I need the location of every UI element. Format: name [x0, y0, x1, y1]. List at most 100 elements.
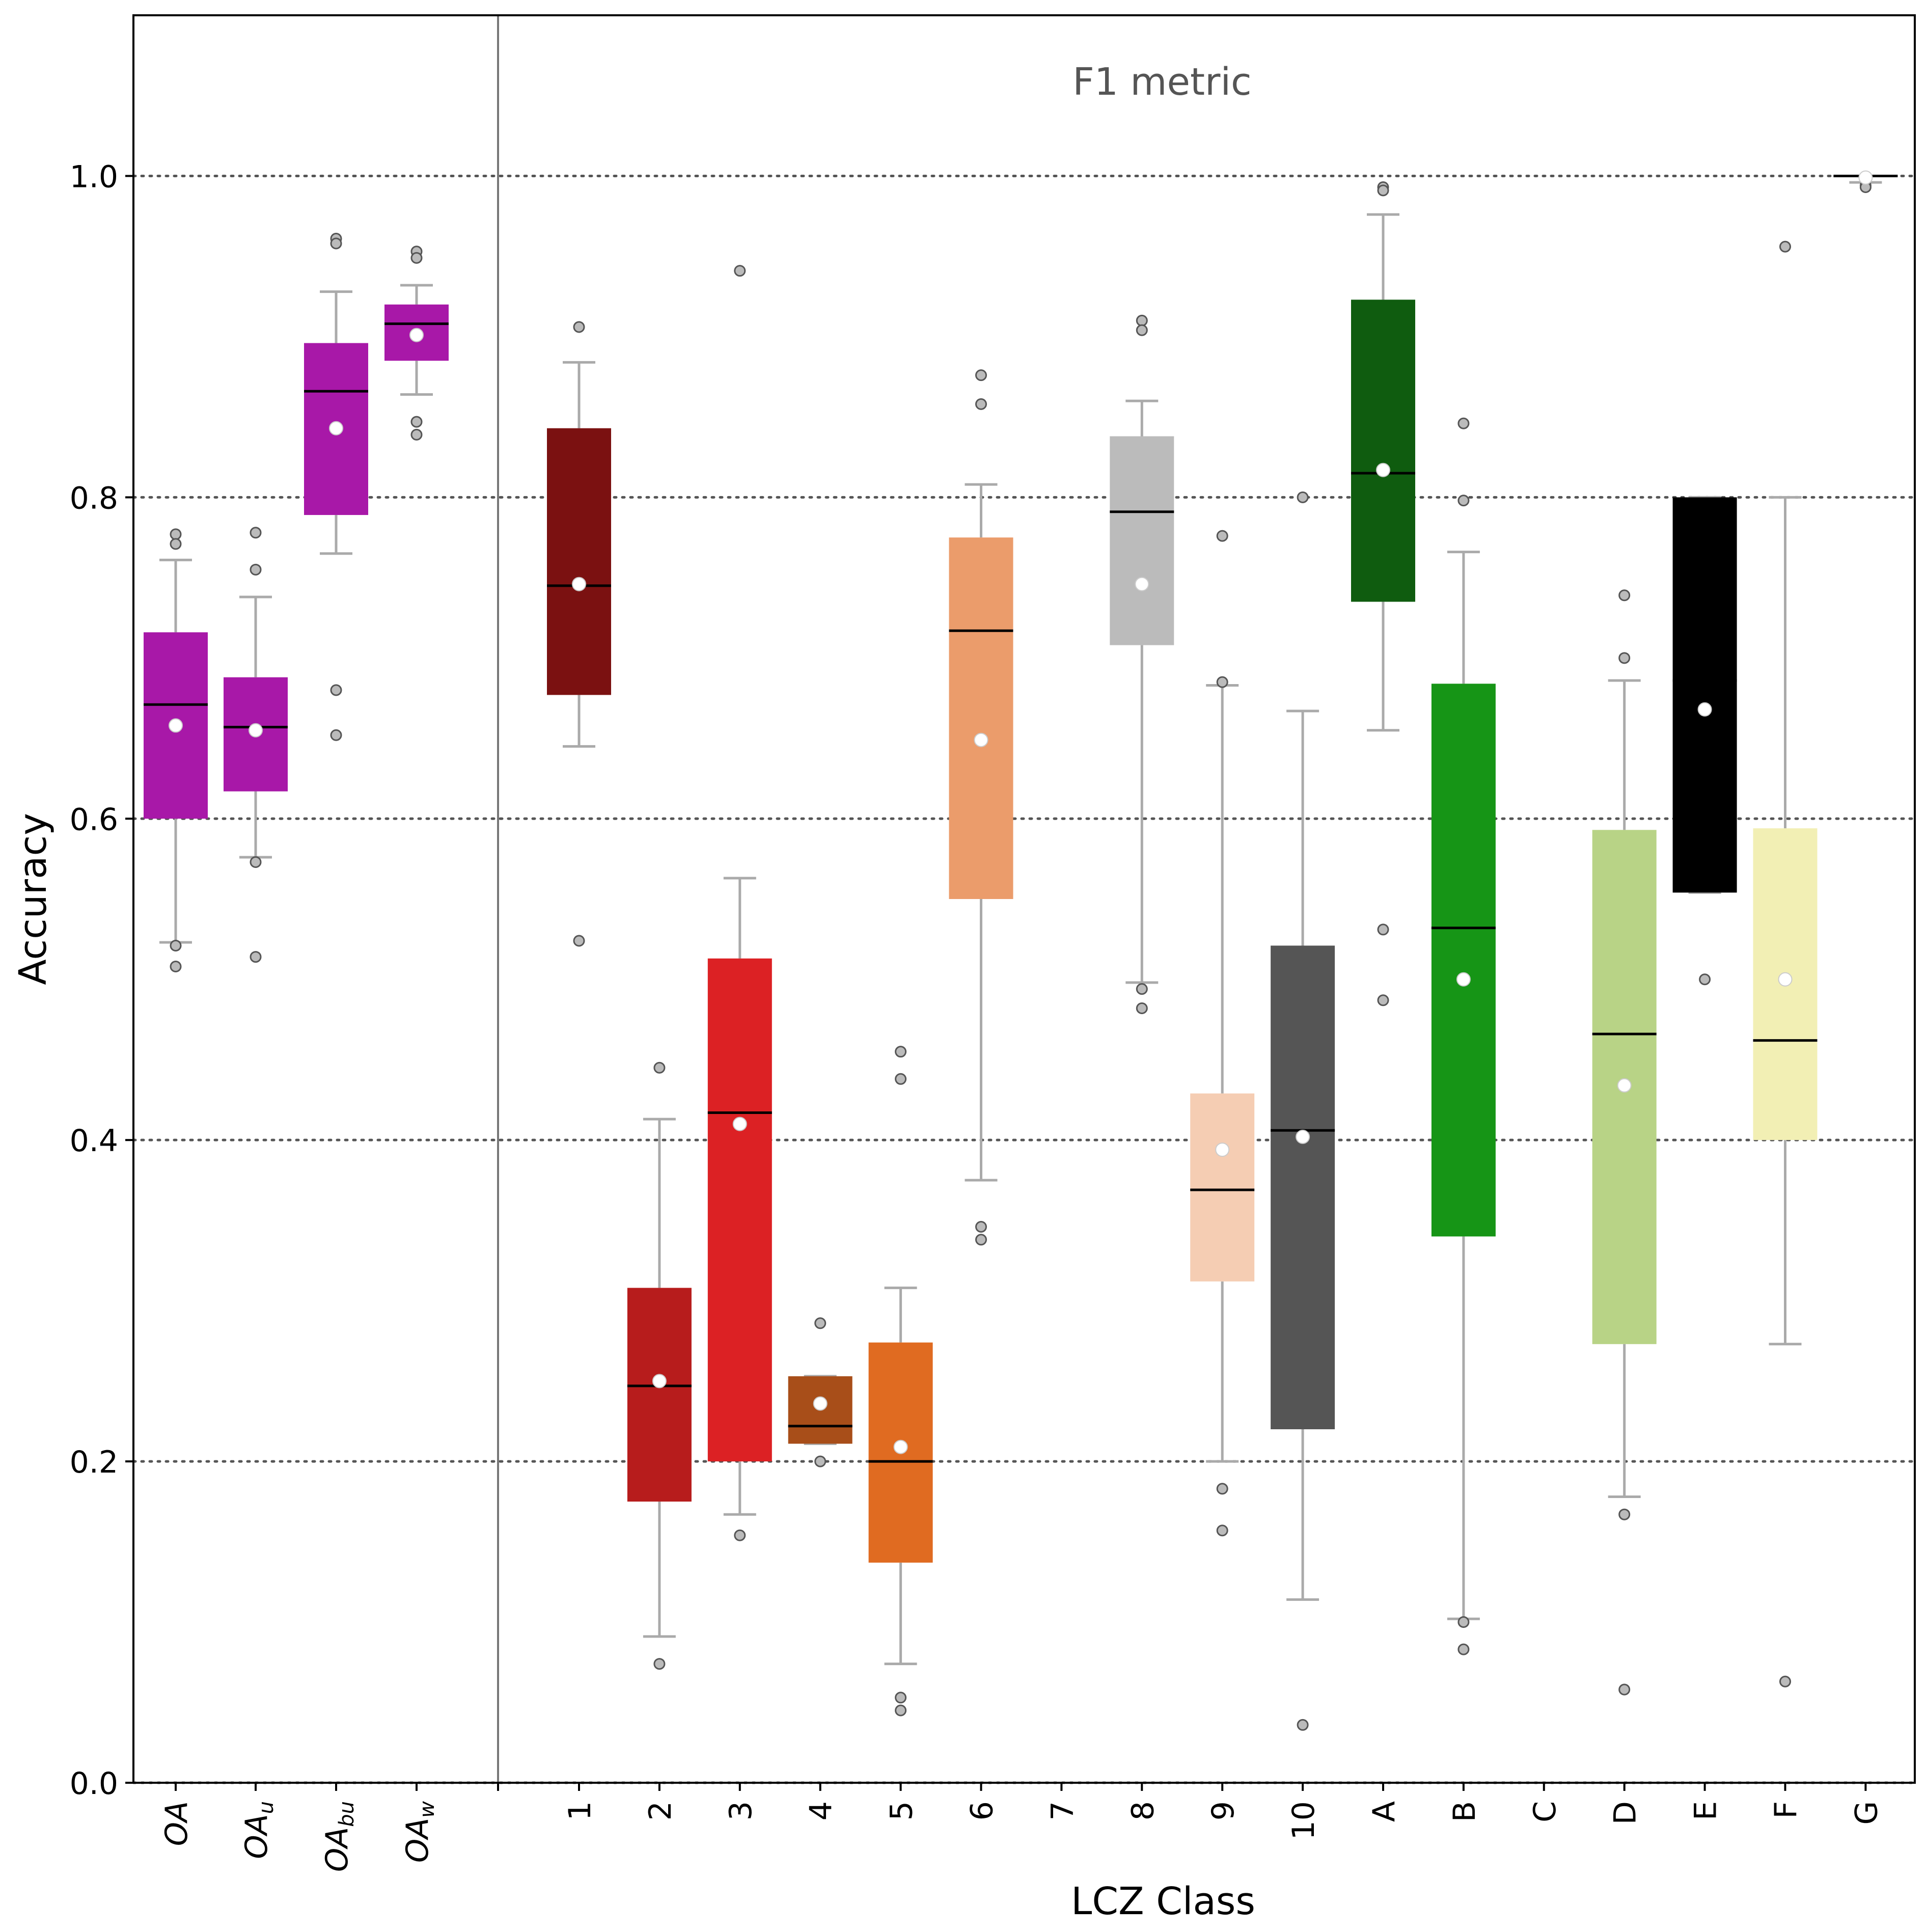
y-tick-label: 0.6: [70, 802, 118, 837]
outlier-point: [250, 951, 262, 963]
outlier-point: [975, 1221, 987, 1233]
outlier-point: [734, 265, 746, 277]
x-tick-label-base: OA: [239, 1814, 274, 1859]
outlier-point: [1216, 1483, 1228, 1495]
box-iqr: [627, 1288, 692, 1502]
outlier-point: [170, 939, 182, 951]
outlier-point: [1618, 1508, 1631, 1520]
y-axis-title: Accuracy: [11, 813, 55, 985]
outlier-point: [975, 369, 987, 382]
outlier-point: [1216, 530, 1228, 542]
y-tick-label: 0.0: [70, 1766, 118, 1802]
mean-marker: [409, 328, 424, 342]
mean-marker: [974, 732, 988, 747]
outlier-point: [814, 1317, 827, 1329]
mean-marker: [813, 1396, 828, 1411]
outlier-point: [734, 1529, 746, 1541]
outlier-point: [1457, 495, 1470, 507]
box-iqr: [1351, 300, 1415, 602]
mean-marker: [1778, 972, 1793, 987]
box-lcz-4: [788, 1317, 852, 1467]
metric-annotation: F1 metric: [1072, 60, 1251, 104]
mean-marker: [169, 718, 183, 733]
box-plots: [144, 170, 1898, 1731]
outlier-point: [1457, 1643, 1470, 1655]
plot-frame: [132, 14, 1916, 1784]
box-iqr: [949, 537, 1013, 899]
outlier-point: [1618, 589, 1631, 602]
outlier-point: [895, 1073, 907, 1085]
box-iqr: [1190, 1093, 1255, 1282]
mean-marker: [1296, 1129, 1310, 1144]
x-tick-label-lcz: 3: [723, 1801, 759, 1820]
outlier-point: [975, 1234, 987, 1246]
mean-marker: [1697, 702, 1712, 717]
x-tick-label-lcz: 7: [1044, 1801, 1080, 1820]
box-overall-0: [144, 528, 208, 972]
box-lcz-A: [1351, 181, 1415, 1006]
outlier-point: [1618, 1683, 1631, 1696]
box-iqr: [1431, 684, 1496, 1237]
outlier-point: [170, 528, 182, 540]
mean-marker: [1858, 170, 1873, 185]
mean-marker: [893, 1439, 908, 1454]
box-lcz-G: [1833, 170, 1898, 194]
box-overall-1: [224, 527, 288, 963]
outlier-point: [410, 252, 423, 264]
x-tick-label-overall: OA: [159, 1801, 195, 1846]
outlier-point: [330, 729, 342, 741]
x-tick-label-lcz: 8: [1125, 1801, 1161, 1820]
box-iqr: [1271, 945, 1335, 1429]
outlier-point: [1457, 1616, 1470, 1628]
box-iqr: [1672, 497, 1737, 893]
outlier-point: [1377, 184, 1389, 197]
x-tick-label-overall: OAu: [239, 1801, 278, 1859]
mean-marker: [1456, 972, 1471, 987]
x-tick-label-subscript: u: [255, 1801, 278, 1814]
outlier-point: [653, 1062, 666, 1074]
y-tick-label: 0.4: [70, 1123, 118, 1159]
outlier-point: [250, 856, 262, 868]
mean-marker: [1135, 577, 1149, 591]
outlier-point: [1618, 652, 1631, 664]
outlier-point: [1699, 973, 1711, 986]
mean-marker: [1215, 1142, 1230, 1157]
x-tick-label-lcz: 10: [1286, 1801, 1322, 1840]
outlier-point: [170, 538, 182, 550]
y-tick-label: 0.8: [70, 480, 118, 516]
mean-marker: [1617, 1078, 1632, 1093]
outlier-point: [330, 684, 342, 696]
x-tick-label-lcz: 4: [804, 1801, 839, 1820]
box-lcz-10: [1271, 491, 1335, 1731]
box-lcz-D: [1592, 589, 1657, 1696]
x-tick-label-lcz: E: [1688, 1801, 1724, 1820]
outlier-point: [1136, 314, 1148, 326]
outlier-point: [895, 1692, 907, 1704]
box-overall-2: [304, 232, 368, 741]
x-tick-label-lcz: A: [1366, 1801, 1402, 1822]
box-iqr: [707, 958, 772, 1462]
x-tick-label-subscript: w: [416, 1801, 439, 1818]
box-lcz-8: [1110, 314, 1174, 1015]
outlier-point: [1779, 240, 1791, 253]
mean-marker: [249, 723, 263, 738]
box-overall-3: [384, 246, 449, 441]
outlier-point: [1216, 1525, 1228, 1537]
outlier-point: [330, 237, 342, 250]
outlier-point: [250, 563, 262, 576]
outlier-point: [1136, 1002, 1148, 1015]
outlier-point: [1377, 994, 1389, 1006]
box-lcz-B: [1431, 417, 1496, 1655]
outlier-point: [814, 1455, 827, 1467]
x-tick-label-lcz: 2: [643, 1801, 678, 1820]
outlier-point: [1779, 1675, 1791, 1688]
x-tick-label-base: OA: [159, 1801, 195, 1846]
box-lcz-5: [868, 1046, 933, 1717]
box-iqr: [1110, 436, 1174, 645]
outlier-point: [250, 527, 262, 539]
outlier-point: [573, 935, 585, 947]
outlier-point: [1297, 1719, 1309, 1731]
mean-marker: [329, 421, 343, 436]
